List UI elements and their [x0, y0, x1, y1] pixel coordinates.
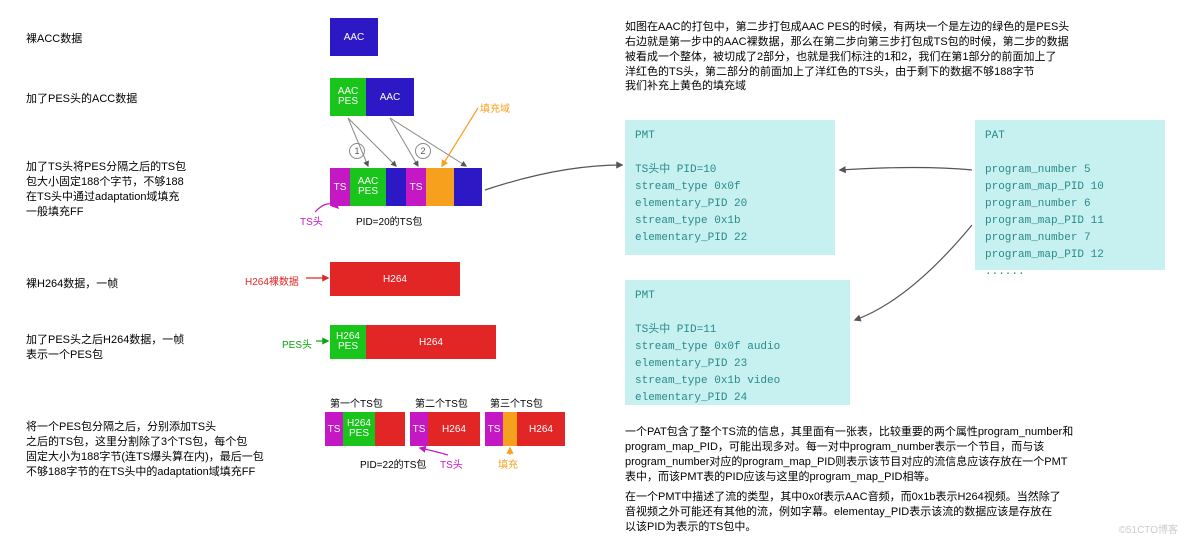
pmt2-l2: stream_type 0x0f audio — [635, 339, 840, 356]
r6-pid-label: PID=22的TS包 — [360, 456, 426, 471]
r6-fill-label: 填充 — [498, 456, 518, 471]
pmt1-title: PMT — [635, 128, 825, 145]
pmt2-l3: elementary_PID 23 — [635, 356, 840, 373]
r3-pes: AAC PES — [350, 168, 386, 206]
watermark: ©51CTO博客 — [1119, 521, 1178, 536]
r5-pes-label: PES头 — [282, 336, 312, 351]
r6-pes: H264 PES — [343, 412, 375, 446]
r6-ts1: TS — [325, 412, 343, 446]
pat-l2: program_number 6 — [985, 196, 1155, 213]
r3-ts1: TS — [330, 168, 350, 206]
pmt2-l4: stream_type 0x1b video — [635, 373, 840, 390]
pmt2-title: PMT — [635, 288, 840, 305]
bottom-right-2: 在一个PMT中描述了流的类型，其中0x0f表示AAC音频，而0x1b表示H264… — [625, 490, 1170, 535]
r3-fill — [426, 168, 454, 206]
pmt1-l4: stream_type 0x1b — [635, 213, 825, 230]
r6-lbl3: 第三个TS包 — [490, 395, 543, 410]
r3-ts2: TS — [406, 168, 426, 206]
label-row6: 将一个PES包分隔之后，分别添加TS头 之后的TS包，这里分割除了3个TS包，每… — [26, 420, 264, 479]
r3-aac2 — [454, 168, 482, 206]
r3-num1: 1 — [349, 143, 365, 159]
pat-l1: program_map_PID 10 — [985, 179, 1155, 196]
pmt1-l2: stream_type 0x0f — [635, 179, 825, 196]
r6-tshead-label: TS头 — [440, 456, 463, 471]
pmt2-l0: TS头中 PID=11 — [635, 322, 840, 339]
pat-title: PAT — [985, 128, 1155, 145]
r3-pid-label: PID=20的TS包 — [356, 213, 422, 228]
r6-lbl1: 第一个TS包 — [330, 395, 383, 410]
top-right-text: 如图在AAC的打包中，第二步打包成AAC PES的时候，有两块一个是左边的绿色的… — [625, 20, 1165, 94]
r5-h264: H264 — [366, 325, 496, 359]
pmt1-l0: TS头中 PID=10 — [635, 162, 825, 179]
pmt2-box: PMT TS头中 PID=11 stream_type 0x0f audio e… — [625, 280, 850, 405]
pat-box: PAT program_number 5 program_map_PID 10 … — [975, 120, 1165, 270]
r4-h264: H264 — [330, 262, 460, 296]
label-row2: 加了PES头的ACC数据 — [26, 90, 137, 106]
r3-aac1 — [386, 168, 406, 206]
r5-pes: H264 PES — [330, 325, 366, 359]
r2-aac: AAC — [366, 78, 414, 116]
r1-aac: AAC — [330, 18, 378, 56]
pmt2-l5: elementary_PID 24 — [635, 390, 840, 407]
pat-l3: program_map_PID 11 — [985, 213, 1155, 230]
r2-pes: AAC PES — [330, 78, 366, 116]
label-row5: 加了PES头之后H264数据，一帧 表示一个PES包 — [26, 333, 184, 363]
pat-l6: ...... — [985, 264, 1155, 281]
pmt1-l3: elementary_PID 20 — [635, 196, 825, 213]
r6-ts2: TS — [410, 412, 428, 446]
label-row4: 裸H264数据，一帧 — [26, 275, 118, 291]
r6-h3: H264 — [517, 412, 565, 446]
r6-h1 — [375, 412, 405, 446]
r3-fill-label: 填充域 — [480, 100, 510, 115]
pat-l5: program_map_PID 12 — [985, 247, 1155, 264]
r4-raw-label: H264裸数据 — [245, 273, 299, 288]
r6-ts3: TS — [485, 412, 503, 446]
pat-l4: program_number 7 — [985, 230, 1155, 247]
r3-num2: 2 — [415, 143, 431, 159]
label-row3: 加了TS头将PES分隔之后的TS包 包大小固定188个字节，不够188 在TS头… — [26, 160, 186, 219]
label-row1: 裸ACC数据 — [26, 30, 82, 46]
r6-lbl2: 第二个TS包 — [415, 395, 468, 410]
r6-f — [503, 412, 517, 446]
bottom-right-1: 一个PAT包含了整个TS流的信息，其里面有一张表，比较重要的两个属性progra… — [625, 425, 1170, 484]
r3-tshead-label: TS头 — [300, 213, 323, 228]
pat-l0: program_number 5 — [985, 162, 1155, 179]
pmt1-l5: elementary_PID 22 — [635, 230, 825, 247]
pmt1-box: PMT TS头中 PID=10 stream_type 0x0f element… — [625, 120, 835, 255]
r6-h2: H264 — [428, 412, 480, 446]
